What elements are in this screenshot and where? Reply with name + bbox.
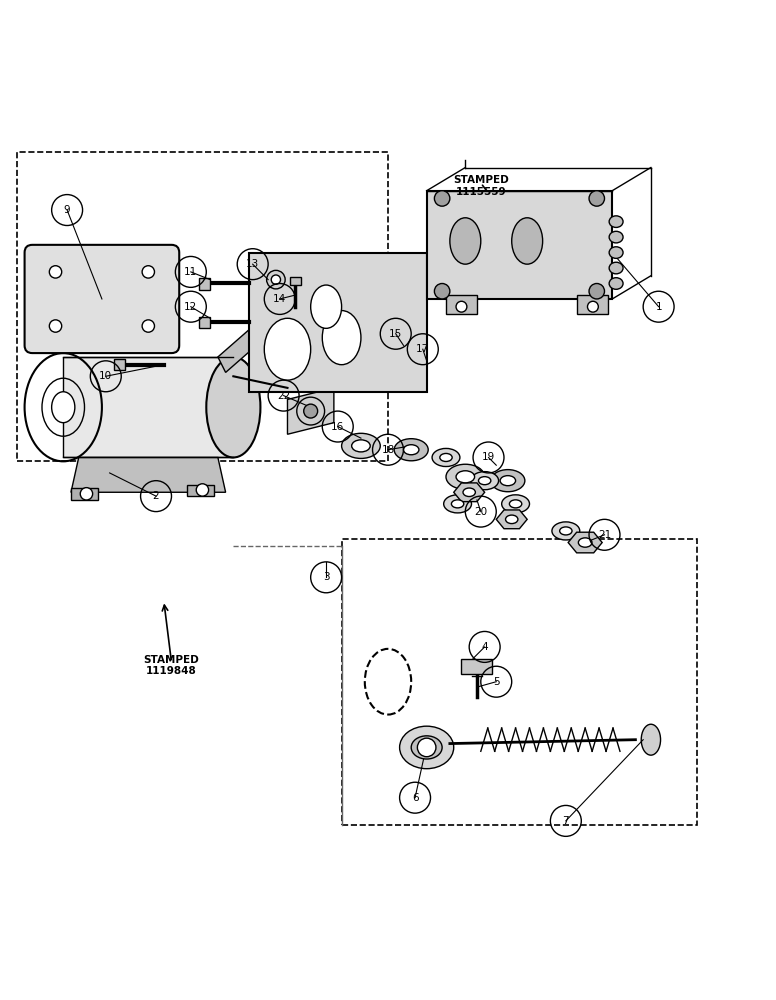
Text: 14: 14 [273,294,286,304]
Text: 7: 7 [563,816,569,826]
Circle shape [50,320,62,332]
Polygon shape [568,532,602,553]
Ellipse shape [394,439,428,461]
Ellipse shape [404,445,419,455]
FancyBboxPatch shape [25,245,179,353]
Ellipse shape [609,247,623,258]
Text: 15: 15 [389,329,403,339]
Text: 17: 17 [416,344,429,354]
Ellipse shape [310,285,341,328]
FancyBboxPatch shape [446,295,477,314]
FancyBboxPatch shape [289,277,300,285]
Circle shape [417,738,436,757]
Circle shape [80,488,92,500]
Circle shape [589,191,605,206]
Text: 10: 10 [99,371,113,381]
FancyBboxPatch shape [64,357,234,457]
Ellipse shape [446,464,485,489]
Ellipse shape [505,515,518,524]
FancyBboxPatch shape [577,295,608,314]
Text: 21: 21 [598,530,611,540]
Ellipse shape [341,433,380,458]
Text: 9: 9 [64,205,71,215]
Polygon shape [496,510,527,529]
Ellipse shape [206,357,261,457]
Ellipse shape [52,392,74,423]
Ellipse shape [471,472,498,490]
Ellipse shape [511,218,542,264]
Text: 12: 12 [184,302,197,312]
FancyBboxPatch shape [71,488,98,500]
Ellipse shape [609,262,623,274]
Ellipse shape [400,726,454,769]
Circle shape [50,266,62,278]
Text: 16: 16 [331,422,345,432]
Circle shape [435,283,450,299]
Circle shape [196,484,209,496]
FancyBboxPatch shape [427,191,612,299]
Polygon shape [287,388,334,434]
Ellipse shape [491,470,525,492]
Ellipse shape [509,500,521,508]
Ellipse shape [265,318,310,380]
Ellipse shape [609,231,623,243]
Text: 22: 22 [277,391,290,401]
FancyBboxPatch shape [187,485,214,496]
Circle shape [296,397,324,425]
Text: STAMPED
1115559: STAMPED 1115559 [453,175,508,197]
Ellipse shape [609,278,623,289]
Text: STAMPED
1119848: STAMPED 1119848 [144,655,199,676]
Ellipse shape [411,736,442,759]
Ellipse shape [552,522,580,540]
Ellipse shape [500,476,515,486]
Ellipse shape [432,448,460,467]
Ellipse shape [440,453,452,461]
Polygon shape [218,330,257,372]
Ellipse shape [501,495,529,513]
Circle shape [267,270,285,289]
Text: 3: 3 [323,572,330,582]
Circle shape [435,191,450,206]
Text: 19: 19 [482,452,495,462]
Polygon shape [454,483,485,502]
FancyBboxPatch shape [462,659,493,674]
Ellipse shape [450,218,481,264]
Ellipse shape [444,495,472,513]
Ellipse shape [479,477,491,485]
Circle shape [272,275,280,284]
Text: 2: 2 [153,491,159,501]
Text: 11: 11 [184,267,197,277]
Circle shape [587,301,598,312]
Ellipse shape [578,538,592,547]
Text: 18: 18 [381,445,395,455]
Text: 5: 5 [493,677,500,687]
FancyBboxPatch shape [249,253,427,392]
Circle shape [303,404,317,418]
FancyBboxPatch shape [113,359,125,370]
Text: 13: 13 [246,259,259,269]
FancyBboxPatch shape [199,278,210,290]
Ellipse shape [322,311,361,365]
Polygon shape [71,457,226,492]
Ellipse shape [559,527,572,535]
Text: 4: 4 [481,642,488,652]
Ellipse shape [609,216,623,227]
Circle shape [142,320,154,332]
Ellipse shape [463,488,476,497]
Text: 1: 1 [655,302,662,312]
Text: 20: 20 [474,507,487,517]
Ellipse shape [641,724,660,755]
Circle shape [456,301,467,312]
FancyBboxPatch shape [199,317,210,328]
Ellipse shape [456,471,475,483]
Ellipse shape [352,440,370,452]
Ellipse shape [452,500,464,508]
Text: 6: 6 [412,793,418,803]
Circle shape [142,266,154,278]
Circle shape [589,283,605,299]
